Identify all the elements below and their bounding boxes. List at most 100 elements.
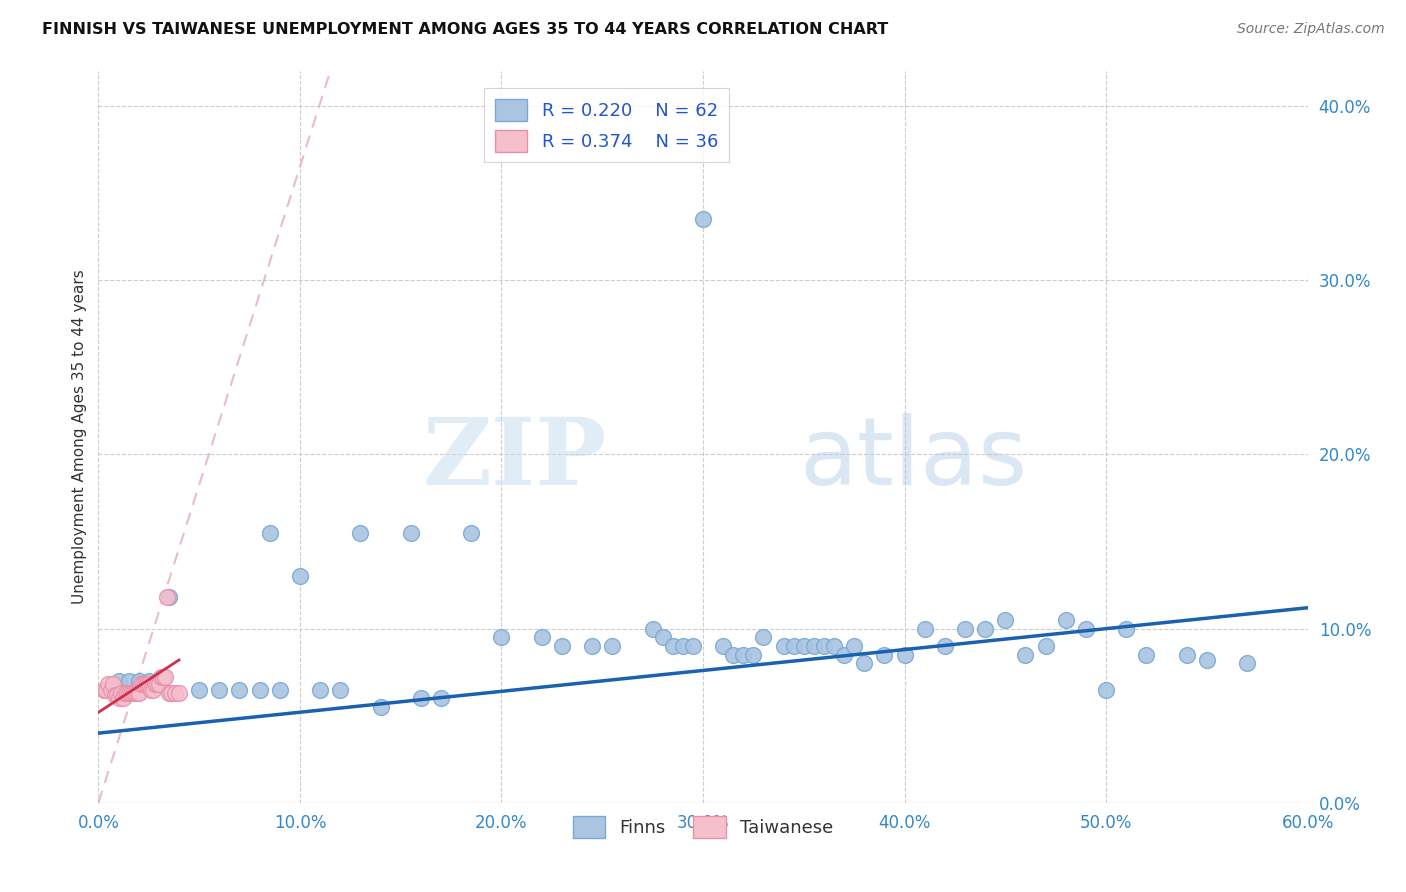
Point	[1035, 639, 1057, 653]
Point	[139, 682, 162, 697]
Point	[530, 631, 553, 645]
Legend: Finns, Taiwanese: Finns, Taiwanese	[565, 808, 841, 845]
Point	[132, 677, 155, 691]
Point	[581, 639, 603, 653]
Point	[602, 639, 624, 653]
Point	[128, 686, 150, 700]
Point	[103, 688, 125, 702]
Point	[115, 686, 138, 700]
Point	[188, 682, 211, 697]
Point	[107, 691, 129, 706]
Point	[1074, 622, 1097, 636]
Point	[974, 622, 997, 636]
Point	[994, 613, 1017, 627]
Point	[135, 677, 157, 691]
Point	[163, 686, 186, 700]
Point	[153, 670, 176, 684]
Point	[853, 657, 876, 671]
Point	[157, 686, 180, 700]
Point	[682, 639, 704, 653]
Point	[733, 648, 755, 662]
Point	[711, 639, 734, 653]
Point	[125, 686, 148, 700]
Point	[107, 673, 129, 688]
Point	[1115, 622, 1137, 636]
Point	[672, 639, 695, 653]
Point	[873, 648, 896, 662]
Point	[832, 648, 855, 662]
Point	[772, 639, 794, 653]
Point	[129, 677, 152, 691]
Point	[1054, 613, 1077, 627]
Point	[329, 682, 352, 697]
Point	[288, 569, 311, 583]
Point	[259, 525, 281, 540]
Point	[118, 673, 141, 688]
Point	[309, 682, 332, 697]
Point	[641, 622, 664, 636]
Y-axis label: Unemployment Among Ages 35 to 44 years: Unemployment Among Ages 35 to 44 years	[72, 269, 87, 605]
Point	[143, 677, 166, 691]
Text: ZIP: ZIP	[422, 414, 606, 504]
Point	[93, 682, 115, 697]
Point	[430, 691, 453, 706]
Point	[105, 688, 128, 702]
Point	[953, 622, 976, 636]
Point	[844, 639, 866, 653]
Point	[121, 686, 143, 700]
Point	[813, 639, 835, 653]
Point	[118, 686, 141, 700]
Point	[269, 682, 291, 697]
Point	[114, 686, 136, 700]
Point	[97, 677, 120, 691]
Point	[893, 648, 915, 662]
Point	[167, 686, 190, 700]
Point	[134, 677, 156, 691]
Text: atlas: atlas	[800, 413, 1028, 505]
Point	[723, 648, 745, 662]
Point	[120, 686, 142, 700]
Point	[1175, 648, 1198, 662]
Point	[823, 639, 845, 653]
Point	[138, 673, 160, 688]
Point	[146, 677, 169, 691]
Point	[491, 631, 513, 645]
Point	[101, 677, 124, 691]
Text: FINNISH VS TAIWANESE UNEMPLOYMENT AMONG AGES 35 TO 44 YEARS CORRELATION CHART: FINNISH VS TAIWANESE UNEMPLOYMENT AMONG …	[42, 22, 889, 37]
Point	[156, 591, 179, 605]
Point	[249, 682, 271, 697]
Point	[349, 525, 371, 540]
Point	[783, 639, 806, 653]
Point	[803, 639, 825, 653]
Point	[752, 631, 775, 645]
Point	[148, 677, 170, 691]
Point	[1135, 648, 1157, 662]
Point	[692, 212, 714, 227]
Point	[110, 686, 132, 700]
Point	[124, 686, 146, 700]
Point	[1236, 657, 1258, 671]
Point	[793, 639, 815, 653]
Point	[228, 682, 250, 697]
Point	[651, 631, 673, 645]
Point	[138, 677, 160, 691]
Point	[111, 691, 134, 706]
Point	[409, 691, 432, 706]
Point	[96, 682, 118, 697]
Point	[1195, 653, 1218, 667]
Point	[460, 525, 482, 540]
Point	[934, 639, 956, 653]
Point	[142, 682, 165, 697]
Point	[1014, 648, 1036, 662]
Point	[914, 622, 936, 636]
Point	[100, 682, 122, 697]
Point	[149, 670, 172, 684]
Point	[399, 525, 422, 540]
Point	[661, 639, 683, 653]
Point	[1095, 682, 1118, 697]
Point	[157, 591, 180, 605]
Point	[152, 670, 174, 684]
Text: Source: ZipAtlas.com: Source: ZipAtlas.com	[1237, 22, 1385, 37]
Point	[208, 682, 231, 697]
Point	[742, 648, 765, 662]
